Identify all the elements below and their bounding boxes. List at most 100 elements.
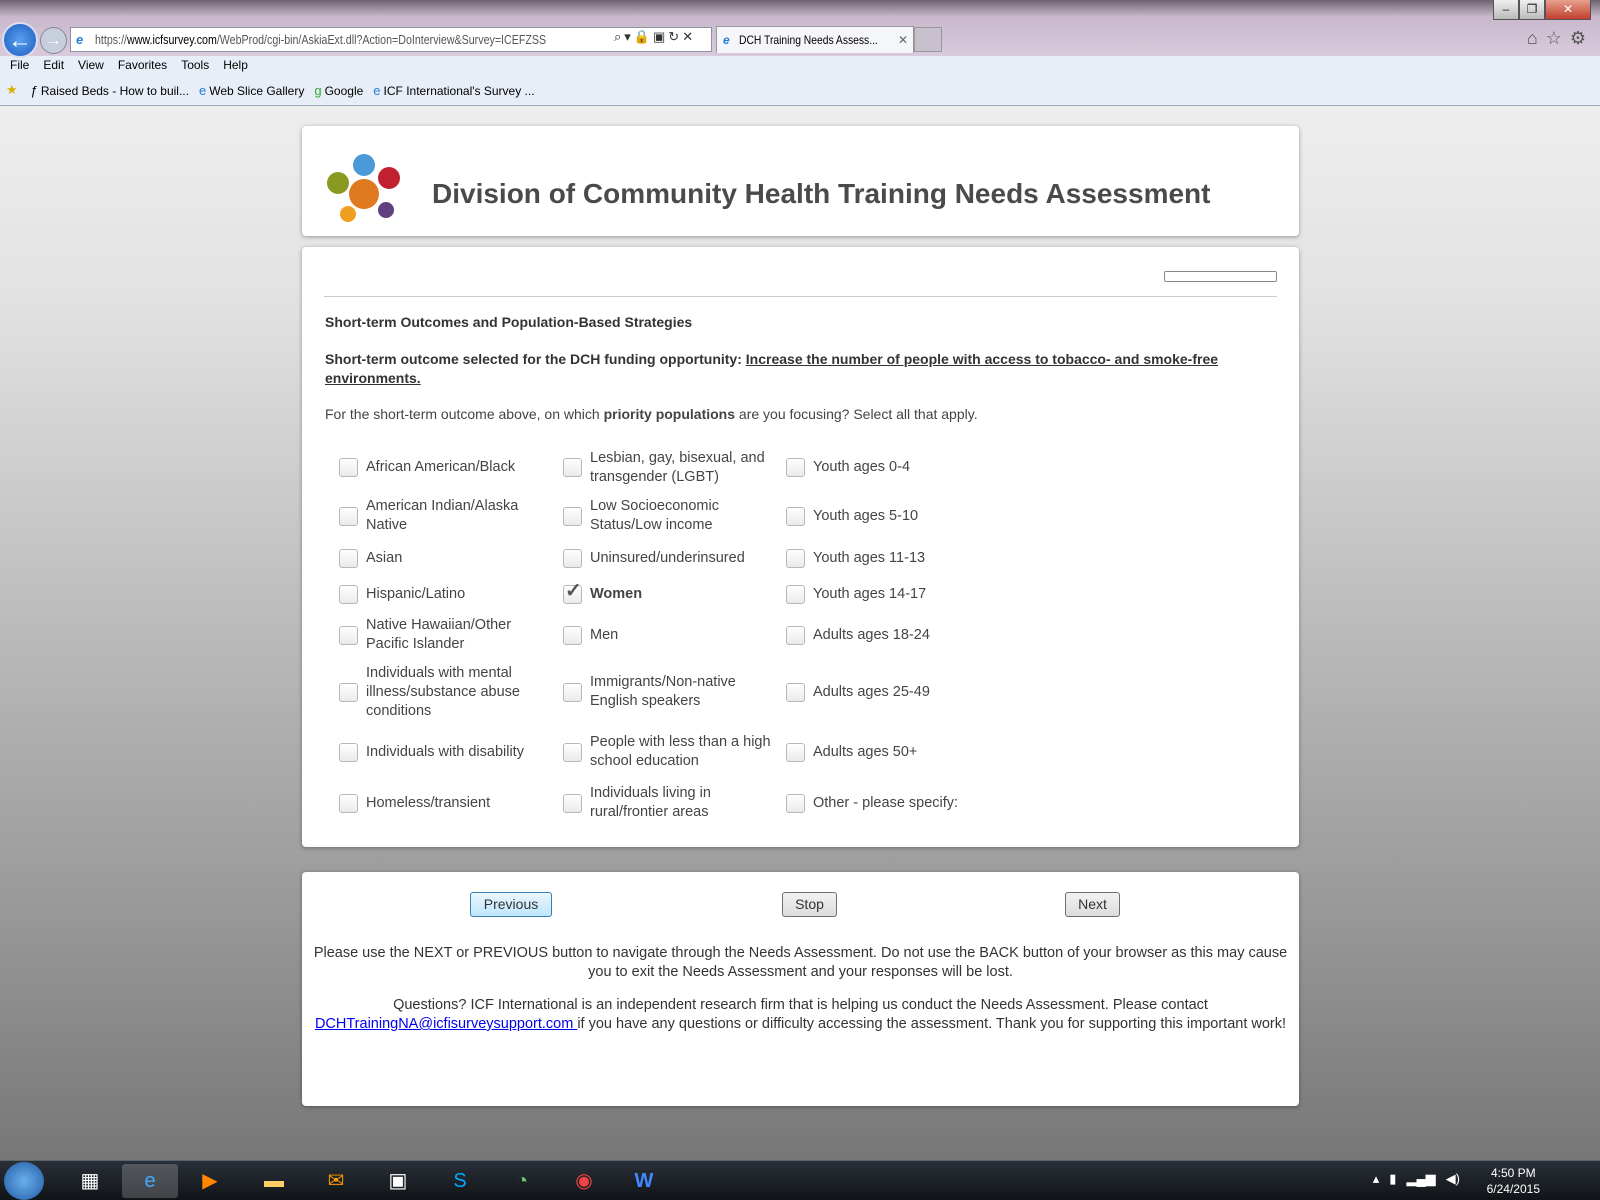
menu-edit[interactable]: Edit (43, 58, 65, 72)
option-checkbox[interactable]: Asian (339, 540, 563, 576)
clock[interactable]: 4:50 PM 6/24/2015 (1487, 1165, 1540, 1197)
checkbox[interactable] (786, 793, 805, 813)
favorites-star-icon[interactable]: ★ (6, 82, 18, 97)
option-checkbox[interactable]: Men (563, 612, 786, 658)
next-button[interactable]: Next (1065, 892, 1120, 917)
option-checkbox[interactable]: Adults ages 25-49 (786, 658, 1046, 726)
dropdown-icon[interactable]: ▾ (624, 29, 631, 44)
option-label[interactable]: Individuals living in rural/frontier are… (590, 785, 711, 820)
option-label[interactable]: Lesbian, gay, bisexual, and transgender … (590, 449, 765, 485)
taskbar-skype-icon[interactable]: S (453, 1170, 467, 1192)
signal-icon[interactable]: ▂▄▆ (1406, 1171, 1436, 1186)
support-email-link[interactable]: DCHTrainingNA@icfisurveysupport.com (314, 1016, 578, 1032)
checkbox[interactable] (786, 584, 805, 604)
option-label[interactable]: Youth ages 0-4 (813, 459, 911, 475)
option-checkbox[interactable]: People with less than a high school educ… (563, 726, 786, 778)
close-tab-icon[interactable]: ✕ (897, 33, 908, 47)
checkbox[interactable] (786, 548, 805, 568)
option-checkbox[interactable]: Youth ages 0-4 (786, 443, 1046, 492)
option-label[interactable]: Adults ages 25-49 (813, 683, 930, 700)
power-icon[interactable]: ▮ (1389, 1171, 1397, 1186)
address-bar[interactable]: e https://www.icfsurvey.com/WebProd/cgi-b… (70, 27, 712, 52)
taskbar-remote-icon[interactable]: ▣ (388, 1170, 408, 1192)
taskbar-media-icon[interactable]: ▶ (202, 1170, 218, 1192)
checkbox[interactable] (563, 458, 582, 477)
compat-icon[interactable]: ▣ (653, 29, 666, 44)
option-checkbox[interactable]: Individuals living in rural/frontier are… (563, 778, 786, 828)
option-checkbox[interactable]: Low Socioeconomic Status/Low income (563, 492, 786, 540)
taskbar-outlook-icon[interactable]: ✉ (327, 1170, 345, 1192)
browser-tab[interactable]: e DCH Training Needs Assess... ✕ (716, 26, 914, 53)
checkbox[interactable] (339, 793, 358, 813)
tray-icons[interactable]: ▴ ▮ ▂▄▆ ◀) (1373, 1171, 1460, 1187)
option-label[interactable]: Low Socioeconomic Status/Low income (590, 498, 719, 533)
checkbox[interactable] (339, 742, 358, 762)
option-label[interactable]: Homeless/transient (366, 794, 491, 811)
taskbar-app-icon[interactable]: ◔ (515, 1170, 529, 1192)
favorite-link[interactable]: e Web Slice Gallery (199, 83, 304, 98)
option-checkbox[interactable]: Adults ages 18-24 (786, 612, 1046, 658)
checkbox[interactable] (563, 548, 582, 568)
option-checkbox[interactable]: Other - please specify: (786, 778, 1046, 828)
menu-tools[interactable]: Tools (181, 58, 210, 72)
checkbox[interactable] (339, 682, 358, 702)
option-label[interactable]: People with less than a high school educ… (590, 734, 771, 769)
option-checkbox[interactable]: Youth ages 14-17 (786, 576, 1046, 612)
volume-icon[interactable]: ◀) (1445, 1171, 1460, 1186)
option-checkbox[interactable]: Lesbian, gay, bisexual, and transgender … (563, 443, 786, 492)
refresh-icon[interactable]: ↻ (668, 29, 680, 44)
option-label[interactable]: Asian (366, 549, 403, 566)
option-label[interactable]: Other - please specify: (813, 794, 959, 811)
option-label[interactable]: Immigrants/Non-native English speakers (590, 674, 736, 709)
search-icon[interactable]: ⌕ (614, 29, 622, 44)
checkbox[interactable] (339, 458, 358, 477)
option-label[interactable]: Adults ages 50+ (813, 743, 918, 760)
checkbox[interactable] (786, 458, 805, 477)
option-label[interactable]: Youth ages 14-17 (813, 585, 927, 602)
option-label[interactable]: Hispanic/Latino (366, 585, 466, 602)
checkbox[interactable] (563, 682, 582, 702)
taskbar-ie-icon[interactable]: e (122, 1164, 178, 1198)
back-button[interactable]: ← (2, 22, 38, 58)
option-label[interactable]: Youth ages 11-13 (813, 549, 926, 566)
taskbar-chrome-icon[interactable]: ◉ (575, 1170, 593, 1192)
menu-help[interactable]: Help (223, 58, 248, 72)
menu-file[interactable]: File (10, 58, 30, 72)
checkbox[interactable] (339, 506, 358, 526)
option-checkbox[interactable]: Individuals with mental illness/substanc… (339, 658, 563, 726)
checkbox[interactable] (786, 625, 805, 645)
stop-button[interactable]: Stop (782, 892, 837, 917)
option-label[interactable]: Uninsured/underinsured (590, 549, 745, 566)
option-checkbox[interactable]: Native Hawaiian/Other Pacific Islander (339, 612, 563, 658)
menu-favorites[interactable]: Favorites (117, 58, 168, 72)
option-checkbox[interactable]: Adults ages 50+ (786, 726, 1046, 778)
option-label[interactable]: African American/Black (366, 459, 516, 475)
checkbox[interactable] (339, 548, 358, 568)
option-checkbox[interactable]: American Indian/Alaska Native (339, 492, 563, 540)
option-checkbox[interactable]: Hispanic/Latino (339, 576, 563, 612)
taskbar-word-icon[interactable]: W (634, 1170, 654, 1192)
checkbox[interactable] (786, 506, 805, 526)
favorite-link[interactable]: ƒ Raised Beds - How to buil... (31, 83, 189, 98)
new-tab-button[interactable] (914, 27, 942, 52)
previous-button[interactable]: Previous (470, 892, 552, 917)
home-icon[interactable]: ⌂ (1526, 28, 1538, 48)
gear-icon[interactable]: ⚙ (1569, 28, 1586, 48)
menu-view[interactable]: View (78, 58, 104, 72)
option-checkbox[interactable]: Immigrants/Non-native English speakers (563, 658, 786, 726)
checkbox[interactable] (339, 584, 358, 604)
option-label[interactable]: Adults ages 18-24 (813, 626, 930, 643)
show-hidden-icon[interactable]: ▴ (1372, 1171, 1380, 1186)
stop-icon[interactable]: ✕ (682, 29, 694, 44)
option-checkbox[interactable]: Uninsured/underinsured (563, 540, 786, 576)
option-checkbox[interactable]: African American/Black (339, 443, 563, 492)
start-button[interactable] (4, 1162, 44, 1200)
option-label[interactable]: Individuals with mental illness/substanc… (366, 664, 520, 719)
option-checkbox[interactable]: Homeless/transient (339, 778, 563, 828)
checkbox[interactable] (786, 682, 805, 702)
minimize-button[interactable]: – (1493, 0, 1519, 20)
close-window-button[interactable]: ✕ (1545, 0, 1591, 20)
option-checkbox[interactable]: Women (563, 576, 786, 612)
option-label[interactable]: Women (590, 585, 643, 602)
forward-button[interactable]: → (40, 27, 67, 54)
